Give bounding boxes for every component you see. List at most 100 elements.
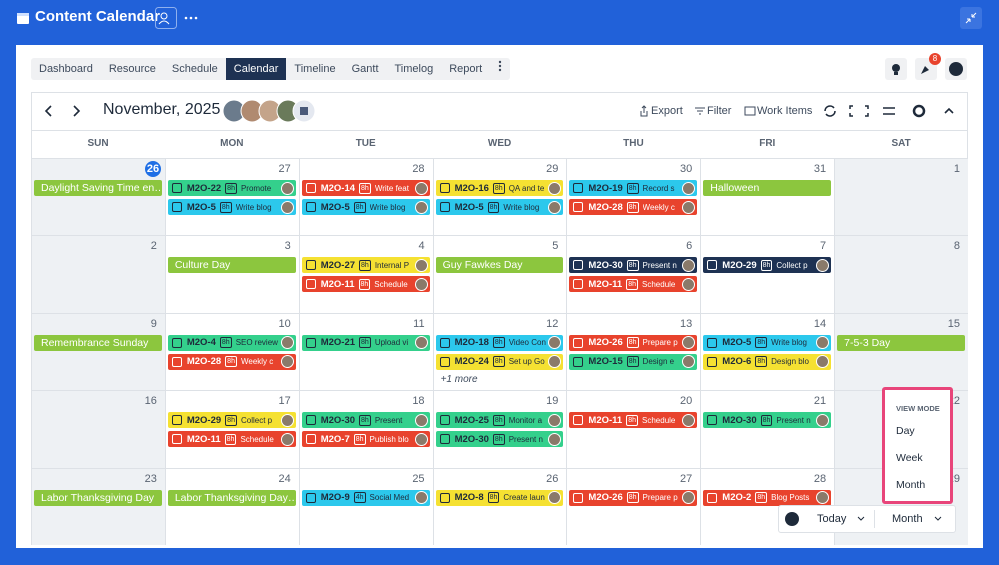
day-cell[interactable] (432, 467, 567, 545)
day-cell[interactable] (432, 390, 567, 468)
work-item[interactable]: M2O-30 8h Present n (435, 431, 564, 448)
day-cell[interactable] (164, 312, 299, 391)
day-cell[interactable] (700, 390, 835, 468)
day-cell[interactable] (31, 235, 165, 313)
work-item[interactable]: M2O-11 8h Schedule (301, 276, 430, 293)
holiday[interactable]: Labor Thanksgiving Day… (167, 489, 296, 506)
work-item[interactable]: M2O-30 8h Present n (703, 412, 832, 429)
work-item[interactable]: M2O-26 8h Prepare p (569, 489, 698, 506)
work-item[interactable]: M2O-26 8h Prepare p (569, 334, 698, 351)
holiday[interactable]: Guy Fawkes Day (435, 257, 564, 274)
holiday[interactable]: 7-5-3 Day (837, 334, 965, 351)
day-cell[interactable] (298, 467, 433, 545)
day-cell[interactable] (298, 390, 433, 468)
work-item[interactable]: M2O-5 8h Write blog (435, 199, 564, 215)
work-item[interactable]: M2O-28 8h Weekly c (167, 353, 296, 370)
tab[interactable]: Timeline (294, 63, 336, 75)
day-cell[interactable] (298, 312, 433, 391)
day-cell[interactable] (31, 467, 165, 545)
work-item[interactable]: M2O-30 8h Present (301, 412, 430, 429)
day-cell[interactable] (700, 158, 835, 236)
work-item[interactable]: M2O-27 8h Internal P (301, 257, 430, 274)
tab[interactable]: Resource (108, 63, 156, 75)
export-button[interactable]: Export (651, 105, 683, 117)
day-cell[interactable] (834, 235, 968, 313)
work-item[interactable]: M2O-29 8h Collect p (167, 412, 296, 429)
day-cell[interactable] (566, 158, 701, 236)
day-cell[interactable] (834, 158, 968, 236)
collapse-button[interactable] (960, 7, 982, 29)
tab[interactable]: Gantt (351, 63, 379, 75)
filter-button[interactable]: Filter (707, 105, 732, 117)
today-button[interactable]: Today (817, 513, 847, 525)
day-cell[interactable] (164, 158, 299, 236)
mode-button[interactable]: Month (892, 513, 923, 525)
work-item[interactable]: M2O-11 8h Schedule (167, 431, 296, 448)
work-item[interactable]: M2O-19 8h Record s (569, 180, 698, 196)
day-cell[interactable] (164, 235, 299, 313)
day-cell[interactable] (700, 312, 835, 391)
tab[interactable]: Timelog (394, 63, 434, 75)
day-cell[interactable] (31, 158, 165, 236)
menu-option[interactable]: Week (896, 452, 923, 464)
day-cell[interactable] (432, 312, 567, 391)
day-cell[interactable] (432, 235, 567, 313)
holiday[interactable]: Halloween (703, 180, 832, 196)
work-item[interactable]: M2O-8 8h Create laun (435, 489, 564, 506)
more-button[interactable] (184, 13, 198, 23)
tab[interactable]: Schedule (171, 63, 218, 75)
work-item[interactable]: M2O-9 4h Social Med (301, 489, 430, 506)
work-item[interactable]: M2O-16 8h QA and te (435, 180, 564, 196)
day-cell[interactable] (31, 390, 165, 468)
tab[interactable]: Calendar (225, 58, 287, 80)
work-item[interactable]: M2O-5 8h Write blog (167, 199, 296, 215)
day-cell[interactable] (164, 390, 299, 468)
work-item[interactable]: M2O-22 8h Promote (167, 180, 296, 196)
work-item[interactable]: M2O-18 8h Video Con (435, 334, 564, 351)
menu-option[interactable]: Day (896, 425, 915, 437)
tab-more[interactable] (490, 58, 510, 80)
work-item[interactable]: M2O-5 8h Write blog (703, 334, 832, 351)
mode-caret[interactable] (934, 512, 942, 527)
menu-option[interactable]: Month (896, 479, 926, 491)
day-cell[interactable] (31, 312, 165, 391)
work-item[interactable]: M2O-14 8h Write feat (301, 180, 430, 196)
work-items-button[interactable]: Work Items (757, 105, 813, 117)
day-cell[interactable] (566, 390, 701, 468)
work-item[interactable]: M2O-25 8h Monitor a (435, 412, 564, 429)
day-cell[interactable] (566, 235, 701, 313)
holiday[interactable]: Labor Thanksgiving Day (34, 489, 162, 506)
nav-arrows[interactable] (42, 103, 84, 119)
work-item[interactable]: M2O-15 8h Design e (569, 353, 698, 370)
day-cell[interactable] (834, 312, 968, 391)
day-cell[interactable] (566, 312, 701, 391)
tab[interactable]: Report (449, 63, 483, 75)
work-item[interactable]: M2O-21 8h Upload vi (301, 334, 430, 351)
work-item[interactable]: M2O-5 8h Write blog (301, 199, 430, 215)
more-link[interactable]: +1 more (440, 373, 478, 385)
work-item[interactable]: M2O-4 8h SEO review (167, 334, 296, 351)
work-item[interactable]: M2O-11 8h Schedule (569, 276, 698, 293)
work-item[interactable]: M2O-28 8h Weekly c (569, 199, 698, 215)
today-nav-icon[interactable] (785, 512, 799, 526)
work-item[interactable]: M2O-29 8h Collect p (703, 257, 832, 274)
work-item[interactable]: M2O-24 8h Set up Go (435, 353, 564, 370)
holiday[interactable]: Culture Day (167, 257, 296, 274)
work-item[interactable]: M2O-30 8h Present n (569, 257, 698, 274)
day-cell[interactable] (298, 235, 433, 313)
work-item[interactable]: M2O-6 8h Design blo (703, 353, 832, 370)
day-cell[interactable] (700, 235, 835, 313)
day-cell[interactable] (298, 158, 433, 236)
holiday[interactable]: Remembrance Sunday (34, 334, 162, 351)
work-item[interactable]: M2O-7 8h Publish blo (301, 431, 430, 448)
holiday[interactable]: Daylight Saving Time en… (34, 180, 162, 196)
tab[interactable]: Dashboard (39, 63, 93, 75)
members-button[interactable] (155, 7, 177, 29)
day-cell[interactable] (432, 158, 567, 236)
assignee-avatar (682, 491, 696, 505)
day-cell[interactable] (164, 467, 299, 545)
work-item[interactable]: M2O-2 8h Blog Posts (703, 489, 832, 506)
today-caret[interactable] (857, 512, 865, 527)
day-cell[interactable] (566, 467, 701, 545)
work-item[interactable]: M2O-11 8h Schedule (569, 412, 698, 429)
